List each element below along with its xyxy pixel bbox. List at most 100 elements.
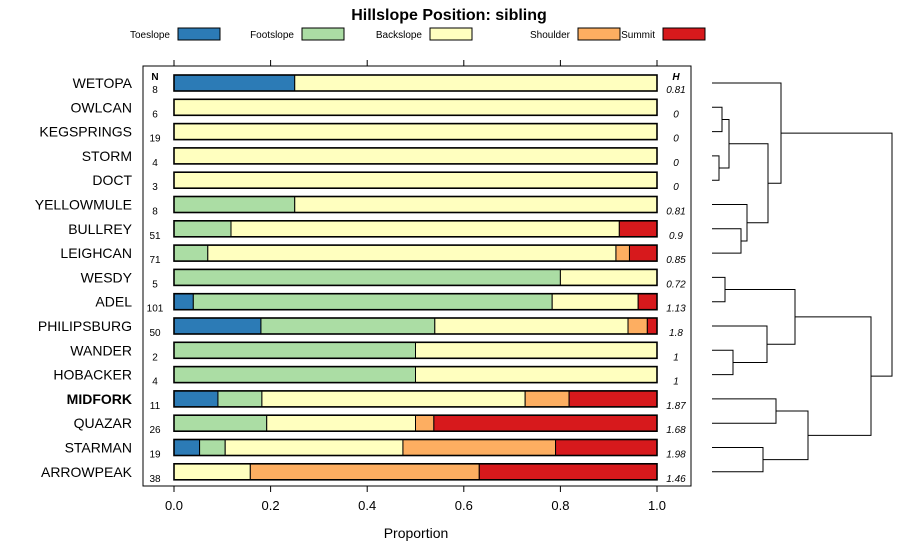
h-value: 0.72 — [666, 279, 686, 290]
series-label: PHILIPSBURG — [38, 318, 132, 334]
bar-segment-footslope — [173, 244, 209, 262]
bar-segment-backslope — [266, 414, 416, 432]
row-leighcan: LEIGHCAN 71 0.85 — [60, 244, 686, 266]
bar-outline — [173, 268, 658, 287]
legend-label-summit: Summit — [621, 30, 655, 41]
bar-segment-backslope — [173, 98, 658, 116]
series-label: WESDY — [81, 269, 133, 285]
bar-outline — [173, 122, 658, 141]
bar-outline — [173, 462, 658, 481]
bar-outline — [173, 414, 658, 433]
x-tick-label: 0.6 — [455, 498, 473, 513]
h-value: 1.68 — [666, 425, 686, 436]
row-midfork: MIDFORK 11 1.87 — [67, 390, 686, 412]
x-axis: 0.0 0.2 0.4 0.6 0.8 1.0 — [165, 60, 666, 513]
series-label: DOCT — [92, 172, 132, 188]
dendrogram-link — [712, 325, 768, 363]
n-value: 4 — [152, 158, 158, 169]
series-label: BULLREY — [68, 221, 132, 237]
bar-segment-footslope — [173, 220, 232, 238]
legend-label-shoulder: Shoulder — [530, 30, 571, 41]
bar-segment-backslope — [173, 463, 251, 481]
n-value: 26 — [149, 425, 161, 436]
series-label: YELLOWMULE — [35, 197, 132, 213]
row-hobacker: HOBACKER 4 1 — [53, 365, 679, 388]
legend-swatch-footslope — [301, 27, 345, 41]
bar-segment-backslope — [434, 317, 629, 335]
legend-label-toeslope: Toeslope — [130, 30, 170, 41]
x-tick-label: 0.4 — [358, 498, 376, 513]
n-value: 3 — [152, 182, 158, 193]
row-doct: DOCT 3 0 — [92, 171, 679, 193]
bar-outline — [173, 438, 658, 457]
bar-segment-footslope — [173, 196, 296, 213]
h-value: 1.87 — [666, 401, 686, 412]
series-label: HOBACKER — [53, 367, 132, 383]
h-value: 0.9 — [669, 231, 683, 242]
x-tick-label: 0.8 — [551, 498, 569, 513]
row-starman: STARMAN 19 1.98 — [65, 438, 686, 461]
bar-outline — [173, 147, 658, 165]
h-value: 0 — [673, 158, 679, 169]
bar-outline — [173, 390, 658, 408]
series-label: STORM — [82, 148, 132, 164]
row-wesdy: WESDY 5 0.72 — [81, 268, 686, 290]
series-label: ARROWPEAK — [41, 464, 133, 480]
bar-outline — [173, 171, 658, 189]
bar-segment-toeslope — [173, 74, 296, 92]
h-value: 0 — [673, 134, 679, 145]
row-wander: WANDER 2 1 — [70, 341, 679, 363]
h-value: 1.8 — [669, 328, 683, 339]
dendrogram-link — [712, 106, 723, 133]
n-value: 101 — [147, 304, 164, 315]
dendrogram-link — [795, 316, 872, 436]
bar-segment-summit — [646, 317, 658, 335]
h-value: 1.98 — [666, 450, 686, 461]
h-value: 0.81 — [666, 207, 685, 218]
bar-segment-summit — [568, 390, 658, 408]
bar-outline — [173, 292, 658, 311]
dendrogram-link — [712, 228, 742, 254]
h-column-header: H — [672, 72, 680, 83]
bar-outline — [173, 244, 658, 262]
bar-segment-summit — [555, 439, 658, 456]
bar-outline — [173, 98, 658, 117]
h-value: 0 — [673, 182, 679, 193]
row-owlcan: OWLCAN 6 0 — [71, 98, 679, 120]
bar-segment-footslope — [173, 414, 268, 432]
row-storm: STORM 4 0 — [82, 147, 679, 169]
x-tick-label: 1.0 — [648, 498, 666, 513]
n-value: 51 — [149, 231, 161, 242]
row-philipsburg: PHILIPSBURG 50 1.8 — [38, 317, 683, 339]
bar-segment-summit — [618, 220, 658, 238]
bar-segment-footslope — [199, 439, 226, 456]
dendrogram-link — [725, 289, 796, 345]
bar-segment-shoulder — [524, 390, 570, 408]
bar-segment-shoulder — [615, 244, 630, 262]
n-column-header: N — [151, 72, 158, 83]
n-value: 50 — [149, 328, 161, 339]
n-value: 8 — [152, 207, 158, 218]
x-tick-label: 0.0 — [165, 498, 183, 513]
legend-swatch-backslope — [429, 27, 473, 41]
bar-segment-backslope — [294, 196, 658, 213]
bar-segment-summit — [637, 293, 658, 311]
series-label: ADEL — [95, 294, 132, 310]
dendrogram-link — [712, 155, 720, 181]
bar-segment-shoulder — [627, 317, 648, 335]
n-value: 38 — [149, 474, 161, 485]
bar-outline — [173, 341, 658, 360]
h-value: 0.81 — [666, 85, 685, 96]
dendrogram-link — [712, 276, 726, 303]
bar-segment-backslope — [230, 220, 620, 238]
dendrogram-link — [712, 398, 777, 424]
n-value: 2 — [152, 352, 158, 363]
bar-outline — [173, 317, 658, 335]
bar-segment-footslope — [173, 366, 416, 384]
h-value: 0 — [673, 109, 679, 120]
legend-swatch-summit — [662, 27, 706, 41]
bar-segment-summit — [433, 414, 658, 432]
n-value: 4 — [152, 377, 158, 388]
